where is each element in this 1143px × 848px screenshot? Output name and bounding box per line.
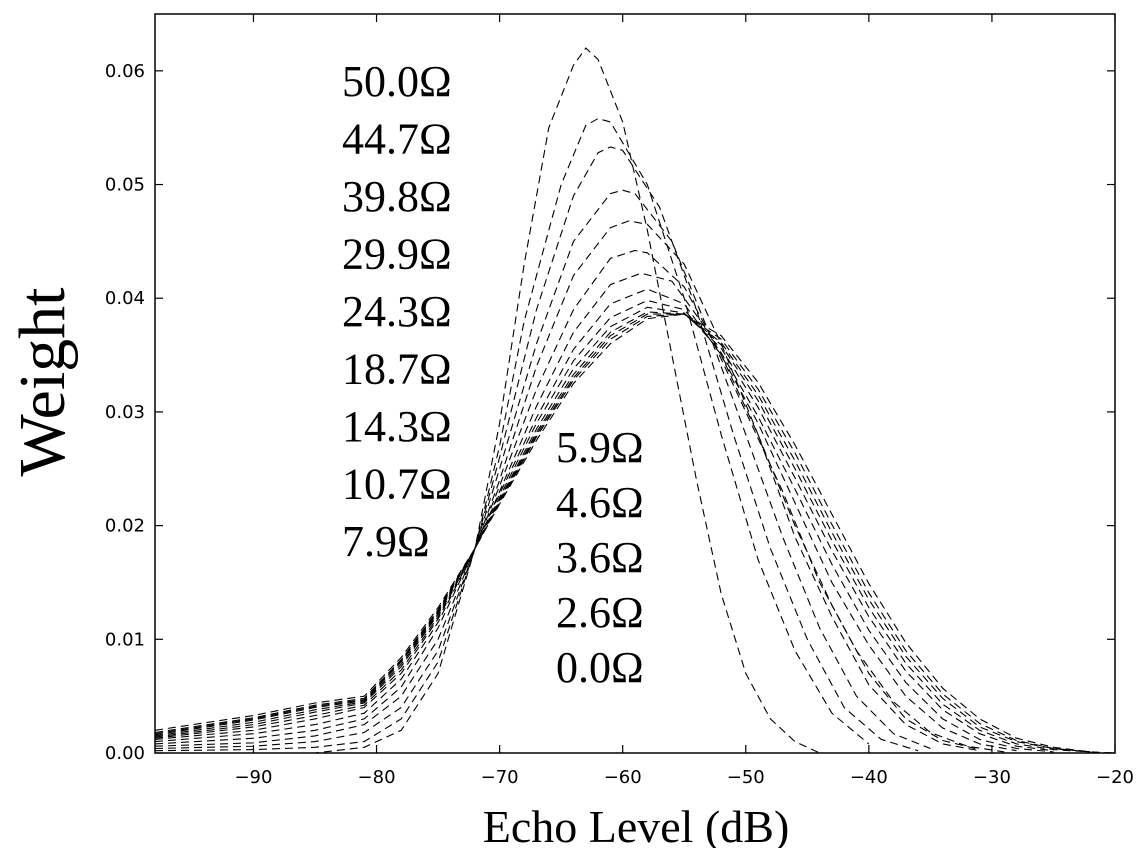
- series-line: [154, 272, 1005, 753]
- series-label: 10.7Ω: [342, 460, 452, 509]
- series-label: 4.6Ω: [556, 478, 644, 527]
- x-tick-label: −70: [481, 767, 519, 788]
- series-line: [154, 299, 1054, 753]
- series-label: 2.6Ω: [556, 588, 644, 637]
- series-line: [154, 118, 870, 752]
- y-tick-label: 0.05: [105, 175, 145, 196]
- plot-frame: [154, 13, 1116, 754]
- y-tick-label: 0.04: [105, 288, 145, 309]
- series-label: 5.9Ω: [556, 423, 644, 472]
- series-labels: 50.0Ω 44.7Ω 39.8Ω 29.9Ω 24.3Ω 18.7Ω 14.3Ω 10.7Ω…: [342, 57, 644, 692]
- series-label: 24.3Ω: [342, 287, 452, 336]
- series-label: 7.9Ω: [342, 517, 430, 566]
- y-axis-title: Weight: [6, 288, 79, 477]
- series-line: [154, 306, 1054, 752]
- x-tick-label: −90: [234, 767, 272, 788]
- x-tick-label: −50: [727, 767, 765, 788]
- x-tick-label: −40: [850, 767, 888, 788]
- x-axis-title: Echo Level (dB): [483, 801, 790, 848]
- series-line: [155, 47, 820, 754]
- series-line: [154, 220, 980, 752]
- x-tick-label: −30: [973, 767, 1011, 788]
- series-label: 0.0Ω: [556, 643, 644, 692]
- series-line: [154, 146, 919, 752]
- plot-lines: [154, 47, 1116, 754]
- y-tick-label: 0.03: [105, 402, 145, 423]
- y-tick-label: 0.00: [105, 743, 145, 764]
- series-line: [154, 189, 931, 750]
- series-label: 44.7Ω: [342, 115, 452, 164]
- series-line: [154, 313, 1116, 754]
- series-line: [154, 311, 1091, 753]
- x-tick-label: −80: [358, 767, 396, 788]
- series-label: 18.7Ω: [342, 345, 452, 394]
- y-tick-label: 0.01: [105, 629, 145, 650]
- x-tick-label: −60: [604, 767, 642, 788]
- series-line: [154, 288, 1017, 752]
- series-label: 50.0Ω: [342, 57, 452, 106]
- series-label: 39.8Ω: [342, 172, 452, 221]
- series-line: [154, 313, 1091, 753]
- y-tick-label: 0.02: [105, 516, 145, 537]
- x-tick-label: −20: [1096, 767, 1134, 788]
- series-label: 3.6Ω: [556, 533, 644, 582]
- axes: −90 −80 −70 −60 −50 −40 −30 −20 0.00 0.01 0.02 0.03…: [105, 13, 1134, 788]
- series-label: 29.9Ω: [342, 230, 452, 279]
- y-tick-label: 0.06: [105, 61, 145, 82]
- series-label: 14.3Ω: [342, 402, 452, 451]
